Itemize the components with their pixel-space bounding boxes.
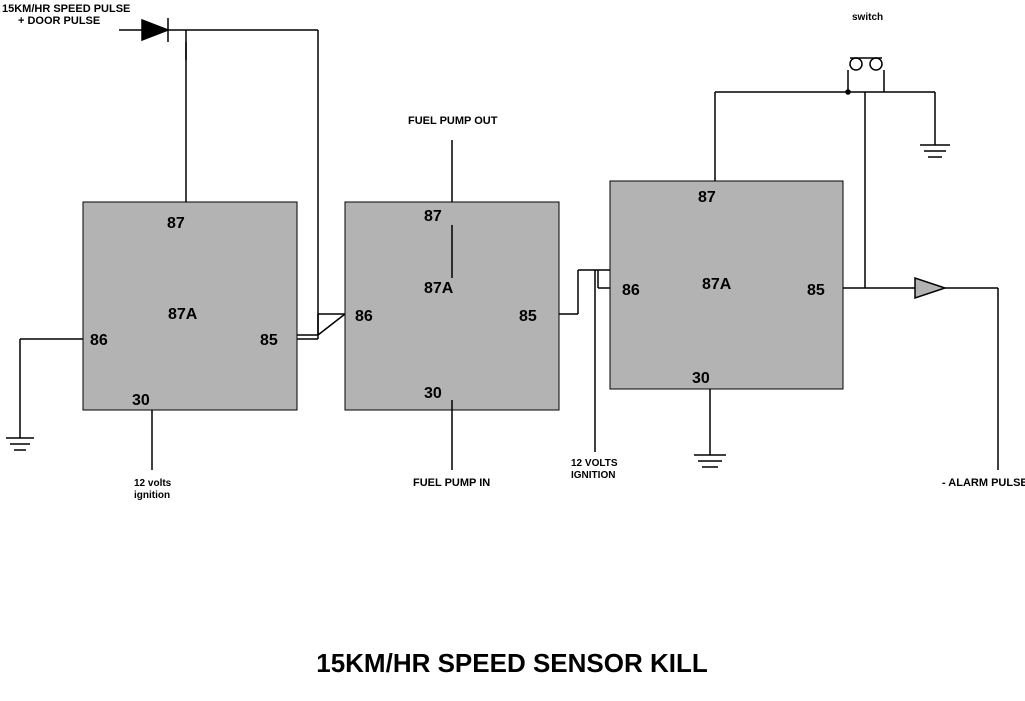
relay2-pin87: 87 — [424, 208, 442, 225]
relay3-pin87a: 87A — [702, 276, 732, 293]
relay1-pin85: 85 — [260, 332, 278, 349]
relay2-pin30: 30 — [424, 385, 442, 402]
relay1-pin86: 86 — [90, 332, 108, 349]
label-switch: switch — [852, 12, 883, 23]
relay3-pin30: 30 — [692, 370, 710, 387]
relay1-pin30: 30 — [132, 392, 150, 409]
label-fuel-out: FUEL PUMP OUT — [408, 115, 498, 127]
relay2-pin85: 85 — [519, 308, 537, 325]
relay3-pin86: 86 — [622, 282, 640, 299]
label-fuel-in: FUEL PUMP IN — [413, 477, 490, 489]
relay3-pin85: 85 — [807, 282, 825, 299]
label-alarm-pulse: - ALARM PULSE — [942, 477, 1025, 489]
diagram-title: 15KM/HR SPEED SENSOR KILL — [316, 648, 708, 678]
label-r2-ign-b: IGNITION — [571, 470, 615, 481]
relay3-pin87: 87 — [698, 189, 716, 206]
label-r2-ign-a: 12 VOLTS — [571, 458, 618, 469]
relay1-pin87a: 87A — [168, 306, 198, 323]
label-door-pulse: + DOOR PULSE — [18, 15, 100, 27]
label-speed-pulse: 15KM/HR SPEED PULSE — [2, 3, 130, 15]
label-r1-ign-b: ignition — [134, 490, 170, 501]
relay1-pin87: 87 — [167, 215, 185, 232]
label-r1-ign-a: 12 volts — [134, 478, 172, 489]
circuit-diagram: 87 87A 86 85 30 87 87A 86 85 30 87 87A 8… — [0, 0, 1025, 701]
relay2-pin87a: 87A — [424, 280, 454, 297]
relay2-pin86: 86 — [355, 308, 373, 325]
